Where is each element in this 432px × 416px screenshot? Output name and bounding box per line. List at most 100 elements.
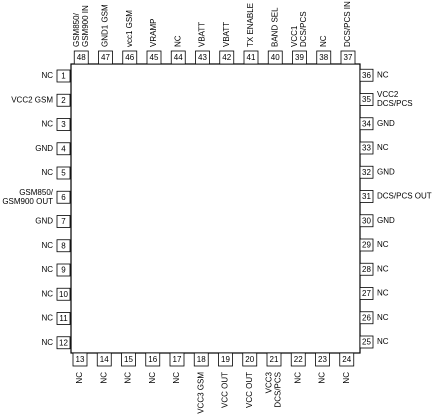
pin-box	[170, 50, 186, 65]
pin-label: NC	[99, 372, 108, 384]
pin-label: NC	[41, 120, 53, 129]
pin-number: 16	[148, 355, 157, 364]
pin-number: 26	[362, 313, 371, 322]
pin-number: 12	[59, 338, 68, 347]
pin-label: DCS/PCS	[377, 99, 413, 108]
pin-label: NC	[377, 337, 389, 346]
pin-label: GND	[377, 119, 395, 128]
pin-label: VCC3	[265, 371, 274, 393]
pin-number: 23	[318, 355, 327, 364]
pin-label: VCC1	[290, 25, 299, 47]
pin-label: GND	[377, 167, 395, 176]
pin-box	[340, 50, 356, 65]
pin-label: VCC OUT	[245, 372, 254, 408]
pin-label: GSM850/	[19, 188, 54, 197]
pin-box	[315, 352, 330, 367]
pin-label: TX ENABLE	[246, 3, 255, 47]
pin-label: NC	[124, 372, 133, 384]
pin-label: NC	[41, 71, 53, 80]
pin-box	[267, 50, 283, 65]
pin-number: 2	[61, 96, 66, 105]
pin-number: 46	[125, 53, 134, 62]
pin-label: DCS/PCS OUT	[377, 192, 432, 201]
pin-number: 11	[59, 314, 68, 323]
pin-number: 18	[197, 355, 206, 364]
pin-label: NC	[377, 240, 389, 249]
pin-box	[98, 50, 113, 65]
pin-box	[72, 352, 88, 367]
pin-box	[359, 117, 374, 131]
chip-body	[70, 63, 361, 354]
pin-box	[96, 352, 112, 367]
pin-number: 40	[271, 53, 280, 62]
pin-box	[56, 142, 71, 156]
pin-label: VCC2 GSM	[11, 95, 53, 104]
pin-box	[56, 312, 71, 325]
pin-box	[56, 69, 71, 83]
pin-number: 38	[319, 53, 328, 62]
pin-label: DCS/PCS IN	[343, 1, 352, 47]
pin-label: NC	[41, 265, 53, 274]
pin-label: NC	[293, 372, 302, 384]
pin-number: 6	[61, 193, 66, 202]
pin-box	[73, 50, 89, 65]
pin-box	[56, 336, 71, 350]
pin-number: 8	[61, 241, 66, 250]
pin-label: VCC2	[377, 90, 399, 99]
pin-label: NC	[41, 314, 53, 323]
pin-box	[359, 190, 374, 203]
pin-label: vcc1 GSM	[125, 10, 134, 47]
pin-label: GND	[35, 144, 53, 153]
pin-box	[56, 190, 71, 204]
pin-number: 41	[247, 53, 256, 62]
pin-box	[266, 352, 282, 367]
pin-label: NC	[172, 372, 181, 384]
pin-box	[195, 50, 210, 65]
pin-number: 36	[362, 71, 371, 80]
pin-box	[145, 352, 161, 367]
pin-number: 20	[245, 355, 254, 364]
pin-label: NC	[173, 35, 182, 47]
pin-label: NC	[377, 264, 389, 273]
pin-box	[359, 335, 374, 349]
pin-number: 25	[362, 338, 371, 347]
pin-box	[359, 287, 374, 300]
pin-box	[56, 263, 71, 277]
pin-box	[193, 352, 209, 367]
pin-number: 19	[221, 355, 230, 364]
pin-number: 5	[61, 169, 66, 178]
pin-label: VCC OUT	[221, 372, 230, 408]
pin-box	[56, 287, 71, 301]
pin-label: GND	[377, 216, 395, 225]
pin-number: 21	[270, 355, 279, 364]
pin-number: 35	[362, 95, 371, 104]
pin-number: 24	[342, 355, 351, 364]
pin-box	[359, 262, 374, 276]
pin-number: 39	[295, 53, 304, 62]
pin-box	[146, 50, 162, 65]
pin-number: 27	[362, 289, 371, 298]
pin-label: NC	[148, 372, 157, 384]
pin-box	[243, 50, 259, 65]
pin-number: 15	[124, 355, 133, 364]
pin-number: 37	[344, 53, 353, 62]
pin-box	[359, 311, 374, 325]
pin-box	[339, 352, 355, 367]
pin-box	[218, 352, 233, 367]
pin-box	[359, 68, 374, 82]
pin-number: 17	[173, 355, 182, 364]
pin-label: DCS/PCS	[274, 372, 283, 408]
pin-label: NC	[342, 372, 351, 384]
pin-label: NC	[377, 143, 389, 152]
pin-label: GSM900 OUT	[2, 197, 53, 206]
pin-label: GSM850/	[72, 12, 81, 47]
pin-number: 14	[100, 355, 109, 364]
pin-box	[316, 50, 332, 65]
pin-label: NC	[41, 241, 53, 250]
pin-label: VCC3 GSM	[196, 372, 205, 414]
pin-number: 47	[101, 53, 110, 62]
pin-number: 1	[61, 72, 66, 81]
pin-box	[359, 141, 374, 155]
pin-box	[56, 239, 71, 253]
pin-label: NC	[318, 372, 327, 384]
